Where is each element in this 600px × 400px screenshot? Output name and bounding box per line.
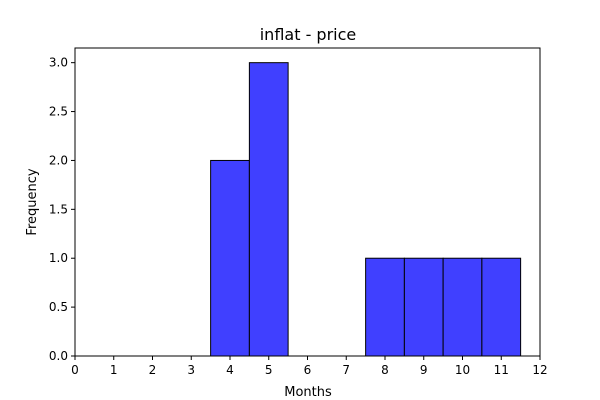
y-tick-label: 2.5: [49, 105, 68, 119]
x-tick-label: 10: [455, 363, 470, 377]
y-tick-label: 3.0: [49, 56, 68, 70]
x-axis-ticks: 0 1 2 3 4 5 6 7 8 9 10 11 12: [71, 356, 548, 377]
x-tick-label: 1: [110, 363, 118, 377]
y-tick-label: 2.0: [49, 153, 68, 167]
chart-title: inflat - price: [260, 25, 357, 44]
x-tick-label: 12: [532, 363, 547, 377]
y-axis-ticks: 0.0 0.5 1.0 1.5 2.0 2.5 3.0: [49, 56, 75, 363]
y-tick-label: 0.5: [49, 300, 68, 314]
bars-group: [210, 62, 522, 357]
histogram-bar-4: [365, 257, 405, 357]
x-tick-label: 9: [420, 363, 428, 377]
y-tick-label: 1.5: [49, 202, 68, 216]
x-tick-label: 3: [187, 363, 195, 377]
x-tick-label: 5: [265, 363, 273, 377]
histogram-bar-5: [403, 257, 444, 357]
x-tick-label: 2: [149, 363, 157, 377]
histogram-bar-1: [248, 62, 289, 357]
histogram-bar-0: [210, 159, 250, 357]
x-tick-label: 7: [342, 363, 350, 377]
y-axis-label: Frequency: [25, 168, 40, 235]
x-tick-label: 0: [71, 363, 79, 377]
y-tick-label: 0.0: [49, 349, 68, 363]
histogram-bar-6: [442, 257, 483, 357]
histogram-bar-7: [481, 257, 522, 357]
x-tick-label: 6: [304, 363, 312, 377]
y-tick-label: 1.0: [49, 251, 68, 265]
x-tick-label: 8: [381, 363, 389, 377]
x-tick-label: 4: [226, 363, 234, 377]
x-tick-label: 11: [494, 363, 509, 377]
x-axis-label: Months: [284, 385, 332, 400]
